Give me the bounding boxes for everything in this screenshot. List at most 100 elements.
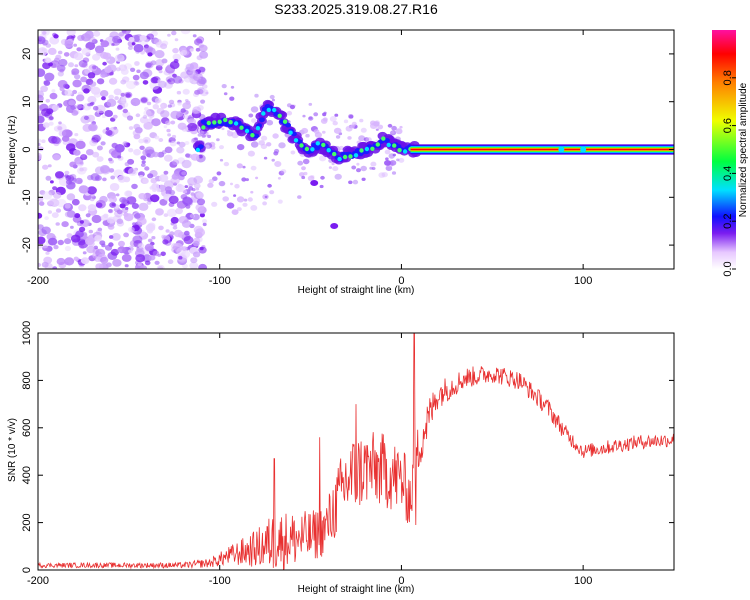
ridge-peak (315, 141, 320, 146)
noise-blob (145, 62, 152, 68)
noise-blob (197, 133, 202, 137)
noise-blob (53, 191, 62, 199)
noise-blob (297, 160, 304, 166)
noise-blob (208, 179, 215, 184)
noise-blob (38, 262, 42, 267)
ridge-core (383, 138, 390, 143)
noise-blob (261, 135, 268, 141)
noise-blob (319, 155, 327, 162)
snr-y-ticks: 0 200 400 600 800 1000 (21, 321, 674, 573)
noise-blob (170, 141, 177, 147)
noise-blob (124, 207, 129, 210)
noise-blob (121, 30, 131, 35)
noise-blob (75, 140, 86, 150)
noise-blob (85, 41, 96, 51)
snr-x-label: Height of straight line (km) (298, 584, 415, 595)
noise-blob (52, 186, 58, 191)
noise-blob (192, 106, 202, 114)
noise-blob (160, 104, 165, 108)
ridge-peak (299, 143, 304, 148)
noise-blob (189, 213, 195, 219)
noise-blob (86, 186, 97, 195)
noise-blob (117, 248, 123, 253)
noise-blob (302, 158, 310, 165)
ridge-blob (330, 222, 339, 229)
noise-blob (334, 173, 342, 180)
noise-blob (58, 58, 68, 67)
noise-blob (142, 178, 149, 184)
noise-blob (152, 86, 163, 94)
noise-blob (102, 177, 107, 182)
noise-blob (250, 106, 259, 113)
noise-blob (47, 164, 52, 168)
noise-blob (75, 177, 83, 185)
noise-blob (178, 141, 186, 148)
noise-blob (101, 96, 106, 101)
noise-blob (142, 80, 149, 85)
noise-blob (90, 86, 101, 95)
noise-blob (175, 207, 184, 215)
ridge-peak (386, 142, 391, 148)
noise-blob (335, 135, 341, 139)
noise-blob (250, 141, 259, 148)
noise-blob (100, 90, 109, 97)
noise-blob (66, 30, 76, 37)
noise-blob (195, 192, 204, 199)
noise-blob (69, 161, 77, 168)
noise-blob (147, 173, 154, 179)
ridge-peak (402, 149, 408, 154)
noise-blob (151, 118, 161, 127)
noise-blob (189, 261, 199, 269)
noise-blob (164, 146, 173, 154)
noise-blob (89, 197, 95, 202)
noise-blob (165, 120, 171, 126)
noise-blob (57, 126, 63, 131)
noise-blob (70, 225, 74, 229)
noise-blob (88, 123, 98, 132)
noise-blob (115, 193, 120, 197)
noise-blob (38, 47, 48, 56)
noise-blob (109, 235, 114, 239)
noise-blob (88, 36, 96, 43)
ridge-peak (293, 138, 299, 143)
noise-blob (136, 69, 141, 74)
noise-blob (71, 110, 79, 116)
noise-blob (218, 180, 226, 187)
noise-blob (87, 95, 97, 104)
noise-blob (126, 115, 134, 121)
noise-blob (58, 177, 70, 186)
noise-blob (92, 53, 101, 61)
noise-blob (70, 234, 81, 243)
noise-blob (78, 60, 88, 68)
ridge-peak (337, 156, 342, 162)
y-tick-label: 10 (21, 96, 33, 108)
noise-blob (160, 43, 168, 50)
ridge-peak (310, 147, 315, 152)
noise-blob (38, 236, 46, 245)
noise-blob (128, 126, 134, 130)
noise-blob (91, 65, 97, 70)
noise-blob (251, 118, 257, 123)
noise-blob (385, 157, 389, 161)
noise-blob (105, 127, 110, 131)
noise-blob (133, 148, 141, 156)
noise-blob (64, 40, 73, 48)
noise-blob (78, 185, 89, 194)
noise-blob (64, 89, 73, 97)
noise-blob (395, 128, 403, 135)
noise-blob (132, 222, 137, 226)
noise-blob (73, 43, 77, 47)
noise-blob (255, 176, 259, 180)
noise-blob (110, 248, 119, 256)
noise-blob (144, 243, 154, 252)
noise-blob (124, 264, 129, 268)
noise-blob (177, 101, 182, 106)
noise-blob (151, 217, 157, 222)
noise-blob (308, 116, 313, 120)
noise-blob (241, 177, 247, 182)
noise-blob (76, 104, 83, 109)
noise-blob (211, 201, 218, 207)
noise-blob (126, 80, 137, 90)
snr-plot-area (38, 333, 674, 570)
noise-blob (303, 171, 308, 176)
